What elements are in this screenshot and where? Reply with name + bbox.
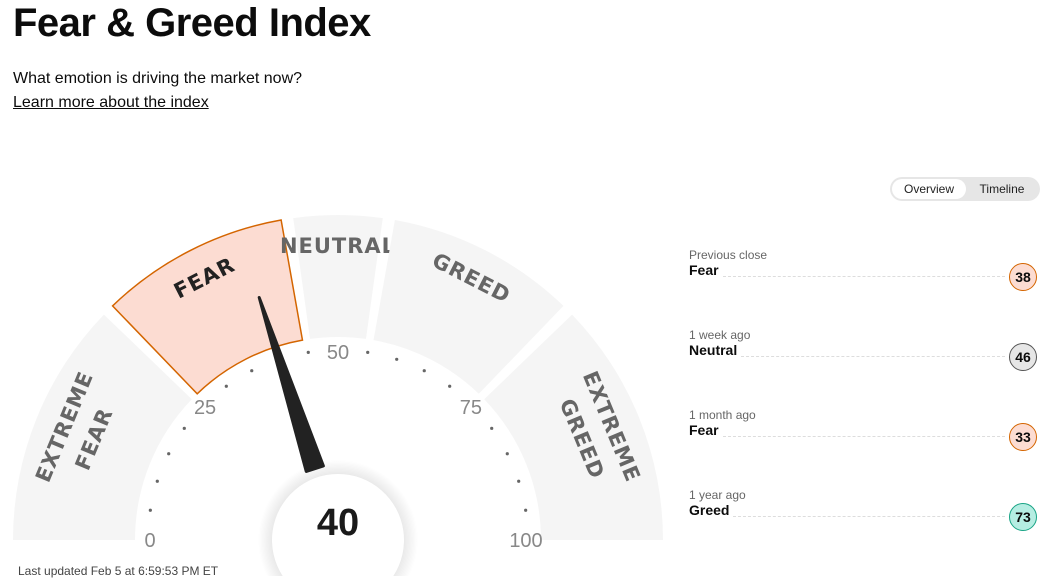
- history-value-badge: 38: [1009, 263, 1037, 291]
- subtitle: What emotion is driving the market now?: [13, 70, 303, 87]
- tick-dot: [148, 508, 152, 512]
- tick-dot: [490, 426, 494, 430]
- history-rating: Fear: [689, 422, 719, 438]
- history-item: Previous close Fear 38: [689, 248, 1037, 291]
- gauge-segment: [484, 314, 663, 540]
- gauge-segment: [373, 220, 564, 394]
- center-circle: [272, 474, 404, 576]
- last-updated: Last updated Feb 5 at 6:59:53 PM ET: [18, 564, 219, 578]
- gauge-needle: [257, 295, 325, 473]
- fear-greed-gauge: EXTREMEFEARFEARNEUTRALGREEDEXTREMEGREED0…: [13, 215, 663, 576]
- tick-label: 50: [327, 342, 349, 364]
- history-period: 1 year ago: [689, 488, 746, 502]
- history-item: 1 month ago Fear 33: [689, 408, 1037, 451]
- history-value-badge: 46: [1009, 343, 1037, 371]
- history-rating: Fear: [689, 262, 719, 278]
- gauge-segment: [293, 215, 383, 339]
- tick-dot: [505, 452, 509, 456]
- dotted-leader: [722, 275, 1005, 277]
- tick-dot: [167, 452, 171, 456]
- gauge-segment: [111, 219, 304, 395]
- view-toggle: Overview Timeline: [890, 177, 1040, 201]
- tick-dot: [395, 357, 399, 361]
- gauge-value: 40: [317, 502, 359, 544]
- tick-dot: [182, 426, 186, 430]
- history-period: 1 week ago: [689, 328, 751, 342]
- tick-dot: [366, 350, 370, 354]
- dotted-leader: [733, 515, 1005, 517]
- history-period: Previous close: [689, 248, 768, 262]
- history-item: 1 year ago Greed 73: [689, 488, 1037, 531]
- tab-timeline[interactable]: Timeline: [979, 182, 1025, 196]
- tick-label: 100: [509, 530, 542, 552]
- history-rating: Greed: [689, 502, 730, 518]
- tick-dot: [422, 369, 426, 373]
- tick-label: 0: [144, 530, 155, 552]
- history-rating: Neutral: [689, 342, 738, 358]
- page-title: Fear & Greed Index: [13, 1, 371, 45]
- tick-dot: [517, 479, 521, 483]
- tab-overview[interactable]: Overview: [892, 179, 966, 199]
- segment-label: NEUTRAL: [280, 234, 396, 258]
- learn-more-link[interactable]: Learn more about the index: [13, 94, 209, 111]
- tick-dot: [250, 369, 254, 373]
- tick-label: 25: [194, 397, 216, 419]
- tick-dot: [224, 384, 228, 388]
- history-item: 1 week ago Neutral 46: [689, 328, 1037, 371]
- dotted-leader: [722, 435, 1005, 437]
- tick-dot: [524, 508, 528, 512]
- dotted-leader: [741, 355, 1005, 357]
- history-value-badge: 73: [1009, 503, 1037, 531]
- gauge-segment: [13, 314, 192, 540]
- tick-label: 75: [460, 397, 482, 419]
- history-period: 1 month ago: [689, 408, 756, 422]
- history-value-badge: 33: [1009, 423, 1037, 451]
- tick-dot: [306, 350, 310, 354]
- tick-dot: [155, 479, 159, 483]
- tick-dot: [448, 384, 452, 388]
